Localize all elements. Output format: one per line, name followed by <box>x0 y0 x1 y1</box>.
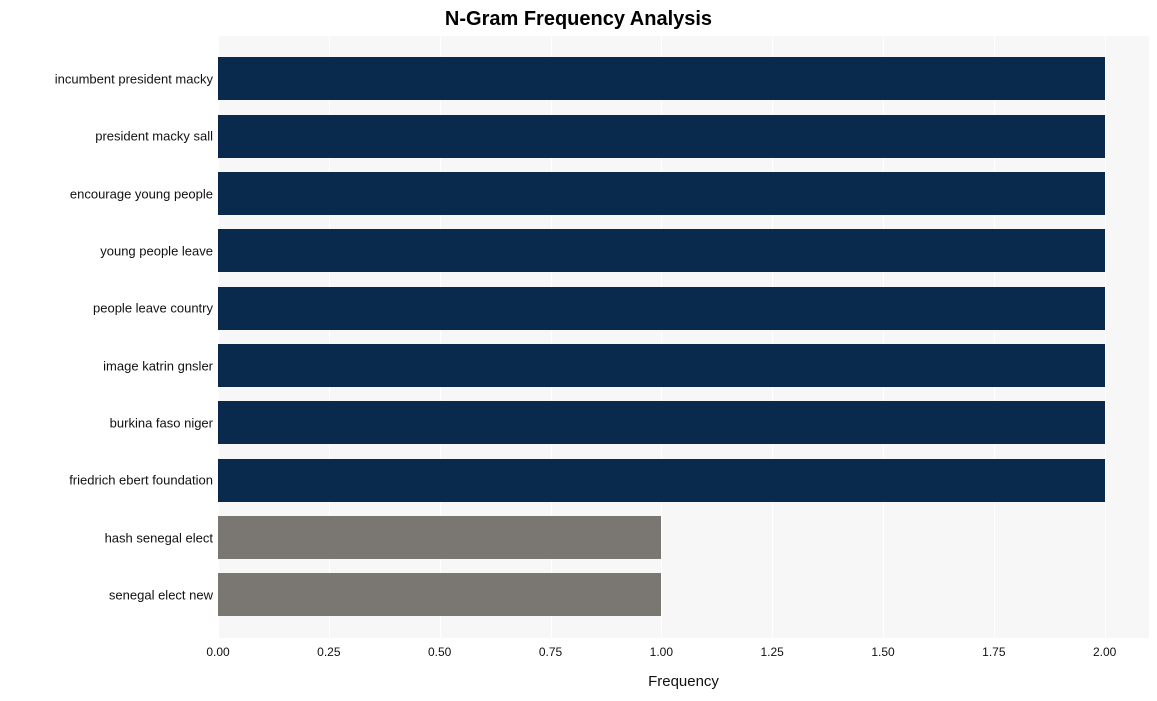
ngram-frequency-chart: N-Gram Frequency Analysis Frequency 0.00… <box>0 0 1157 701</box>
y-tick-label: young people leave <box>3 244 213 259</box>
x-tick-label: 0.50 <box>428 645 451 659</box>
bar <box>218 401 1105 444</box>
bar <box>218 459 1105 502</box>
x-tick-label: 1.50 <box>871 645 894 659</box>
bar-row <box>218 165 1149 222</box>
y-tick-label: burkina faso niger <box>3 416 213 431</box>
bar <box>218 172 1105 215</box>
bar <box>218 573 661 616</box>
bar-row <box>218 50 1149 107</box>
y-tick-label: people leave country <box>3 301 213 316</box>
y-tick-label: hash senegal elect <box>3 530 213 545</box>
bar <box>218 229 1105 272</box>
bar-row <box>218 108 1149 165</box>
y-tick-label: friedrich ebert foundation <box>3 473 213 488</box>
bar-row <box>218 509 1149 566</box>
bar <box>218 115 1105 158</box>
x-tick-label: 0.75 <box>539 645 562 659</box>
x-tick-label: 1.75 <box>982 645 1005 659</box>
bar <box>218 344 1105 387</box>
bar-row <box>218 452 1149 509</box>
chart-title: N-Gram Frequency Analysis <box>0 8 1157 31</box>
bar-row <box>218 222 1149 279</box>
bar <box>218 57 1105 100</box>
bar-row <box>218 394 1149 451</box>
x-tick-label: 2.00 <box>1093 645 1116 659</box>
plot-area <box>218 36 1149 638</box>
x-axis-label: Frequency <box>218 673 1149 690</box>
y-tick-label: president macky sall <box>3 129 213 144</box>
x-tick-label: 0.00 <box>206 645 229 659</box>
bar-row <box>218 280 1149 337</box>
y-tick-label: incumbent president macky <box>3 72 213 87</box>
y-tick-label: image katrin gnsler <box>3 358 213 373</box>
x-tick-label: 1.00 <box>650 645 673 659</box>
bar <box>218 516 661 559</box>
y-tick-label: senegal elect new <box>3 588 213 603</box>
bar <box>218 287 1105 330</box>
bar-row <box>218 566 1149 623</box>
bar-row <box>218 337 1149 394</box>
x-tick-label: 1.25 <box>760 645 783 659</box>
x-tick-label: 0.25 <box>317 645 340 659</box>
y-tick-label: encourage young people <box>3 186 213 201</box>
